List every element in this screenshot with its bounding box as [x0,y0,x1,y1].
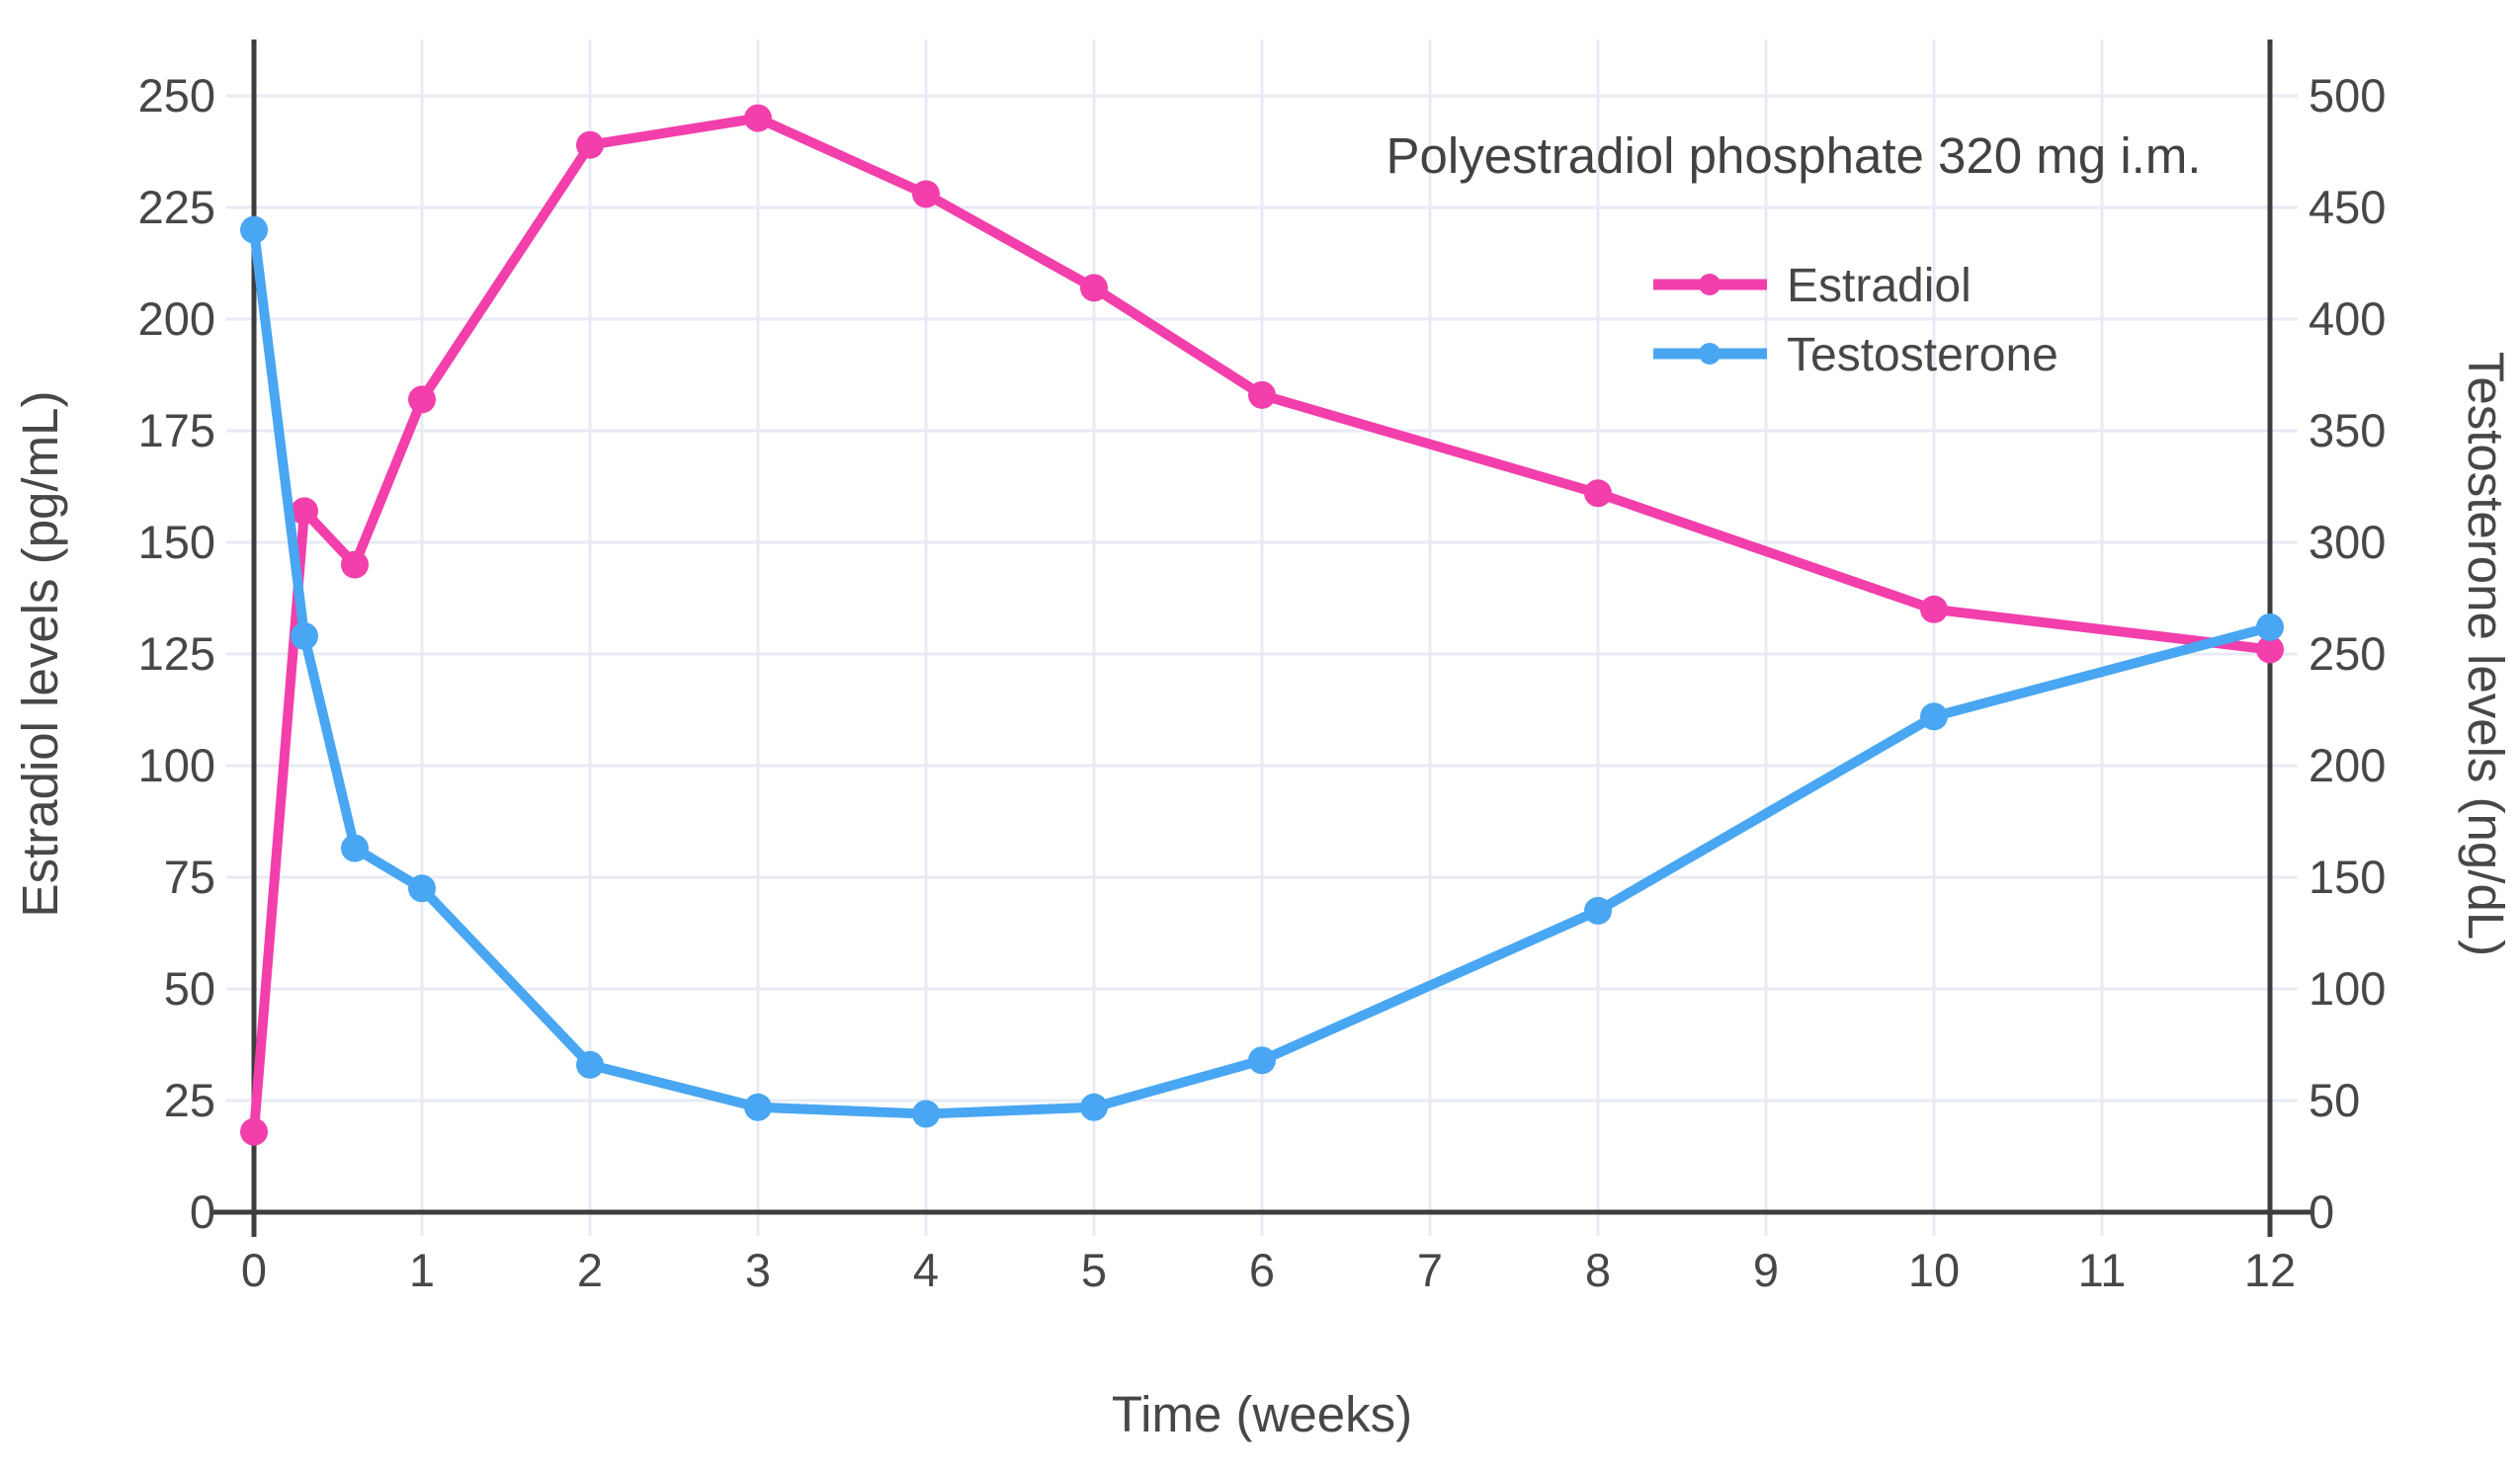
right-y-tick-label: 250 [2309,627,2386,680]
testosterone-data-point [341,834,369,862]
left-y-tick-label: 25 [164,1074,215,1126]
testosterone-data-point [1248,1046,1276,1075]
left-y-tick-label: 250 [138,69,215,122]
series-testosterone [240,215,2284,1128]
legend-item-estradiol[interactable]: Estradiol [1653,260,1972,312]
estradiol-data-point [341,550,369,579]
right-y-tick-label: 450 [2309,181,2386,233]
x-axis-title: Time (weeks) [1112,1386,1412,1442]
estradiol-data-point [240,1117,268,1146]
x-tick-label: 10 [1908,1244,1960,1296]
testosterone-legend-label: Testosterone [1787,329,2058,381]
x-tick-label: 5 [1081,1244,1107,1296]
left-y-tick-label: 225 [138,181,215,233]
left-y-tick-label: 100 [138,739,215,791]
estradiol-data-point [291,497,318,526]
left-y-tick-label: 0 [190,1186,215,1238]
testosterone-data-point [744,1093,772,1121]
chart-annotation: Polyestradiol phosphate 320 mg i.m. [1386,127,2202,184]
right-y-tick-label: 350 [2309,404,2386,456]
right-axis-title: Testosterone levels (ng/dL) [2458,352,2514,956]
estradiol-data-point [1584,479,1612,508]
data-series-layer [240,104,2284,1146]
left-y-tick-label: 125 [138,627,215,680]
left-y-tick-label: 50 [164,962,215,1015]
left-y-tick-label: 150 [138,516,215,568]
series-estradiol [240,104,2284,1146]
estradiol-data-point [1920,595,1948,623]
testosterone-data-point [576,1050,604,1079]
estradiol-data-point [576,130,604,159]
right-y-tick-label: 400 [2309,292,2386,345]
x-tick-label: 2 [577,1244,603,1296]
testosterone-legend-marker [1699,343,1721,365]
x-tick-label: 4 [913,1244,939,1296]
x-tick-label: 7 [1417,1244,1443,1296]
x-tick-label: 6 [1249,1244,1275,1296]
estradiol-data-point [2256,635,2284,664]
x-tick-label: 12 [2244,1244,2296,1296]
x-tick-label: 9 [1753,1244,1779,1296]
estradiol-data-point [744,104,772,132]
right-y-tick-label: 500 [2309,69,2386,122]
x-tick-label: 1 [409,1244,435,1296]
estradiol-data-point [1248,380,1276,409]
estradiol-data-point [1080,274,1108,302]
testosterone-line [249,224,2275,1119]
estradiol-legend-label: Estradiol [1787,260,1972,312]
left-y-tick-label: 175 [138,404,215,456]
testosterone-data-point [240,215,268,244]
testosterone-data-point [912,1100,940,1128]
right-y-tick-label: 200 [2309,739,2386,791]
estradiol-legend-marker [1699,274,1721,295]
tick-labels: 0255075100125150175200225250050100150200… [138,69,2387,1296]
estradiol-data-point [408,385,436,414]
estradiol-data-point [912,180,940,208]
gridlines [226,40,2298,1236]
x-tick-label: 3 [745,1244,771,1296]
legend-item-testosterone[interactable]: Testosterone [1653,329,2058,381]
x-tick-label: 8 [1585,1244,1611,1296]
left-y-tick-label: 75 [164,851,215,903]
testosterone-data-point [291,621,318,650]
right-y-tick-label: 50 [2309,1074,2360,1126]
x-tick-label: 11 [2078,1244,2127,1296]
right-y-tick-label: 300 [2309,516,2386,568]
left-y-tick-label: 200 [138,292,215,345]
right-y-tick-label: 100 [2309,962,2386,1015]
right-y-tick-label: 0 [2309,1186,2334,1238]
right-y-tick-label: 150 [2309,851,2386,903]
testosterone-data-point [1080,1093,1108,1121]
testosterone-data-point [1584,896,1612,925]
testosterone-data-point [1920,702,1948,731]
testosterone-data-point [408,874,436,903]
testosterone-data-point [2256,613,2284,641]
legend: Estradiol Testosterone [1653,260,2058,381]
x-tick-label: 0 [241,1244,267,1296]
left-axis-title: Estradiol levels (pg/mL) [12,391,68,918]
